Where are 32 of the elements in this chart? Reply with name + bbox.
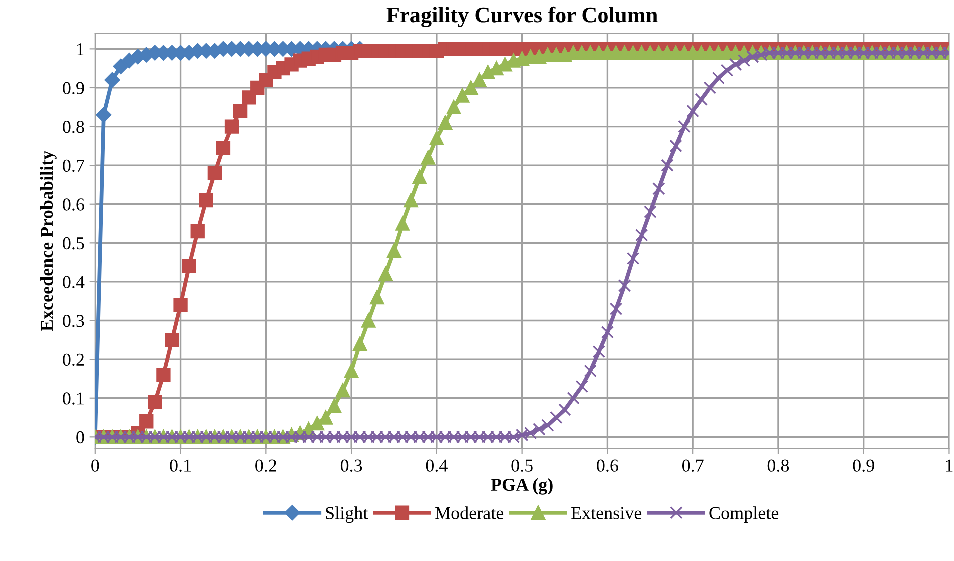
y-tick-label: 0.6 xyxy=(63,198,84,211)
x-tick-label: 0.4 xyxy=(426,460,448,472)
y-tick-label: 0.7 xyxy=(63,160,84,172)
y-tick-label: 0.5 xyxy=(63,237,84,250)
point xyxy=(104,72,120,88)
y-tick-label: 0.8 xyxy=(63,121,84,134)
x-tick-label: 0.1 xyxy=(170,460,191,472)
y-tick-label: 0.4 xyxy=(63,276,85,288)
y-tick-label: 0.2 xyxy=(63,354,84,366)
y-tick-label: 0.1 xyxy=(63,392,84,405)
x-tick-label: 0.9 xyxy=(853,460,874,472)
y-axis-title: Exceedence Probability xyxy=(40,151,57,332)
x-tick-label: 0.6 xyxy=(597,460,618,472)
y-tick-label: 1 xyxy=(78,44,84,56)
legend-label: Extensive xyxy=(571,507,642,520)
y-tick-label: 0 xyxy=(76,431,84,444)
x-tick-label: 0.7 xyxy=(682,460,704,472)
legend-label: Complete xyxy=(710,506,779,524)
x-tick-label: 1 xyxy=(946,460,953,472)
y-tick-label: 0.9 xyxy=(63,82,84,94)
legend-label: Moderate xyxy=(436,506,504,520)
x-tick-label: 0.3 xyxy=(340,460,362,472)
point xyxy=(96,107,112,123)
point xyxy=(113,58,129,74)
x-tick-label: 0.2 xyxy=(256,460,276,472)
x-axis-title: PGA (g) xyxy=(491,478,553,495)
legend-label: Slight xyxy=(326,506,368,524)
x-tick-label: 0.8 xyxy=(768,460,790,472)
x-tick-label: 0.5 xyxy=(512,460,533,472)
y-tick-label: 0.3 xyxy=(63,315,84,328)
x-tick-label: 0 xyxy=(92,460,100,472)
chart-title: Fragility Curves for Column xyxy=(386,6,658,28)
